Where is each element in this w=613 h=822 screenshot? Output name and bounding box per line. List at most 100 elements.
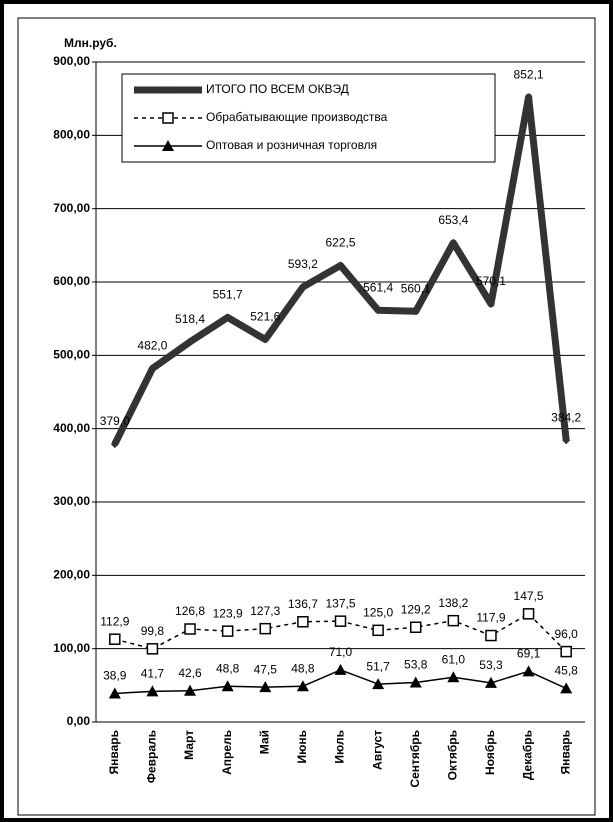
- marker: [162, 112, 174, 124]
- data-label: 570,1: [476, 274, 506, 288]
- y-tick-label: 400,00: [53, 421, 90, 435]
- marker: [148, 364, 157, 373]
- marker: [259, 622, 272, 635]
- marker: [298, 282, 307, 291]
- x-tick-label: Январь: [107, 730, 121, 774]
- x-tick-label: Май: [257, 730, 271, 754]
- marker: [223, 313, 232, 322]
- x-tick-label: Август: [370, 730, 384, 770]
- data-label: 96,0: [555, 627, 579, 641]
- y-tick-label: 300,00: [53, 494, 90, 508]
- marker: [485, 629, 497, 642]
- data-label: 117,9: [476, 611, 505, 625]
- marker: [110, 440, 119, 449]
- x-tick-label: Февраль: [145, 730, 159, 783]
- marker: [146, 643, 159, 655]
- marker: [221, 680, 234, 692]
- data-label: 45,8: [555, 664, 579, 678]
- data-label: 47,5: [254, 662, 278, 676]
- data-label: 69,1: [517, 646, 541, 660]
- data-label: 123,9: [213, 606, 243, 620]
- data-label: 41,7: [141, 667, 165, 681]
- marker: [146, 685, 159, 697]
- data-label: 482,0: [137, 339, 167, 353]
- y-tick-label: 600,00: [53, 274, 90, 288]
- data-label: 379,0: [100, 414, 130, 428]
- data-label: 136,7: [288, 597, 318, 611]
- data-label: 521,6: [250, 310, 280, 324]
- data-label: 125,0: [363, 606, 393, 620]
- marker: [447, 614, 460, 627]
- marker: [184, 623, 196, 635]
- marker: [524, 93, 533, 102]
- legend-label: Обрабатывающие производства: [206, 110, 388, 124]
- x-tick-label: Июнь: [295, 730, 309, 764]
- data-label: 653,4: [438, 213, 468, 227]
- marker: [162, 140, 174, 151]
- data-label: 384,2: [551, 410, 581, 424]
- x-tick-label: Октябрь: [446, 730, 460, 780]
- y-axis-label: Млн.руб.: [64, 36, 117, 50]
- marker: [261, 335, 270, 344]
- x-tick-label: Сентябрь: [408, 730, 422, 788]
- y-tick-label: 900,00: [53, 54, 90, 68]
- data-label: 53,3: [479, 658, 503, 672]
- marker: [186, 337, 195, 346]
- marker: [522, 665, 535, 677]
- marker: [221, 625, 234, 637]
- marker: [411, 307, 420, 316]
- y-tick-label: 200,00: [53, 568, 90, 582]
- marker: [562, 436, 571, 445]
- data-label: 551,7: [213, 288, 243, 302]
- data-label: 38,9: [103, 669, 127, 683]
- marker: [108, 687, 121, 699]
- y-tick-label: 0,00: [67, 714, 91, 728]
- data-label: 48,8: [291, 661, 315, 675]
- data-label: 137,5: [325, 596, 355, 610]
- marker: [259, 681, 272, 693]
- marker: [184, 684, 197, 696]
- marker: [296, 680, 309, 692]
- y-tick-label: 800,00: [53, 128, 90, 142]
- marker: [560, 645, 572, 658]
- marker: [409, 676, 422, 688]
- marker: [409, 621, 422, 634]
- marker: [447, 671, 460, 683]
- marker: [109, 633, 121, 645]
- data-label: 71,0: [329, 645, 353, 659]
- data-label: 147,5: [514, 589, 544, 603]
- data-label: 112,9: [100, 614, 129, 628]
- x-tick-label: Ноябрь: [483, 730, 497, 775]
- data-label: 852,1: [514, 67, 544, 81]
- data-label: 99,8: [141, 624, 165, 638]
- marker: [334, 663, 347, 675]
- data-label: 53,8: [404, 658, 428, 672]
- marker: [522, 608, 535, 620]
- legend-label: ИТОГО ПО ВСЕМ ОКВЭД: [206, 82, 349, 96]
- marker: [560, 682, 573, 694]
- y-tick-label: 500,00: [53, 348, 90, 362]
- data-label: 126,8: [175, 604, 205, 618]
- marker: [449, 238, 458, 247]
- data-label: 518,4: [175, 312, 205, 326]
- marker: [486, 299, 495, 308]
- data-label: 61,0: [442, 652, 466, 666]
- data-label: 138,2: [438, 596, 468, 610]
- data-label: 51,7: [366, 659, 390, 673]
- x-tick-label: Апрель: [220, 730, 234, 775]
- data-label: 622,5: [325, 236, 355, 250]
- x-tick-label: Январь: [558, 730, 572, 774]
- data-label: 129,2: [401, 602, 431, 616]
- marker: [484, 676, 497, 688]
- data-label: 48,8: [216, 661, 240, 675]
- x-tick-label: Декабрь: [521, 730, 535, 780]
- y-tick-label: 100,00: [53, 641, 90, 655]
- x-tick-label: Июль: [333, 730, 347, 764]
- marker: [372, 678, 385, 690]
- marker: [164, 86, 172, 94]
- marker: [372, 624, 384, 637]
- x-tick-label: Март: [182, 730, 196, 760]
- data-label: 560,1: [401, 281, 431, 295]
- data-label: 593,2: [288, 257, 318, 271]
